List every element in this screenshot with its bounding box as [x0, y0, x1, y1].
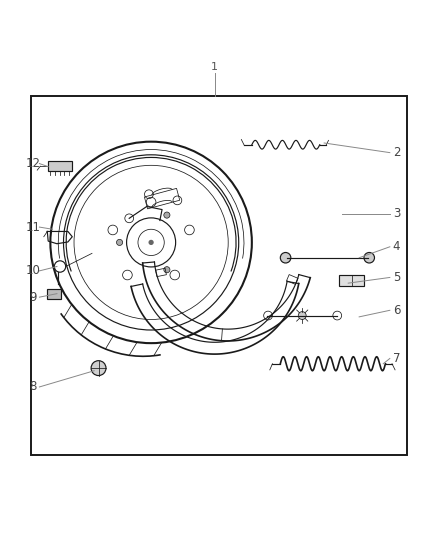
Circle shape: [117, 239, 123, 246]
Circle shape: [164, 212, 170, 218]
Circle shape: [170, 270, 180, 280]
Circle shape: [123, 270, 132, 280]
Bar: [145, 188, 180, 209]
Circle shape: [108, 225, 118, 235]
Text: 1: 1: [211, 62, 218, 72]
Text: 11: 11: [25, 221, 40, 233]
Text: 4: 4: [392, 240, 400, 253]
Circle shape: [364, 253, 374, 263]
Circle shape: [164, 266, 170, 273]
Circle shape: [280, 253, 291, 263]
Bar: [47, 289, 61, 300]
Text: 9: 9: [29, 290, 37, 304]
Text: 7: 7: [392, 352, 400, 365]
Text: 8: 8: [29, 381, 36, 393]
Text: 12: 12: [25, 157, 40, 170]
Text: 6: 6: [392, 304, 400, 317]
Circle shape: [298, 312, 306, 319]
Circle shape: [184, 225, 194, 235]
Bar: [339, 275, 364, 286]
Bar: [48, 161, 72, 171]
Text: 2: 2: [392, 146, 400, 159]
Text: 5: 5: [393, 271, 400, 284]
Circle shape: [146, 197, 156, 207]
Bar: [31, 96, 407, 455]
Text: 10: 10: [25, 264, 40, 277]
Circle shape: [91, 361, 106, 376]
Text: 3: 3: [393, 207, 400, 221]
Circle shape: [148, 240, 154, 245]
